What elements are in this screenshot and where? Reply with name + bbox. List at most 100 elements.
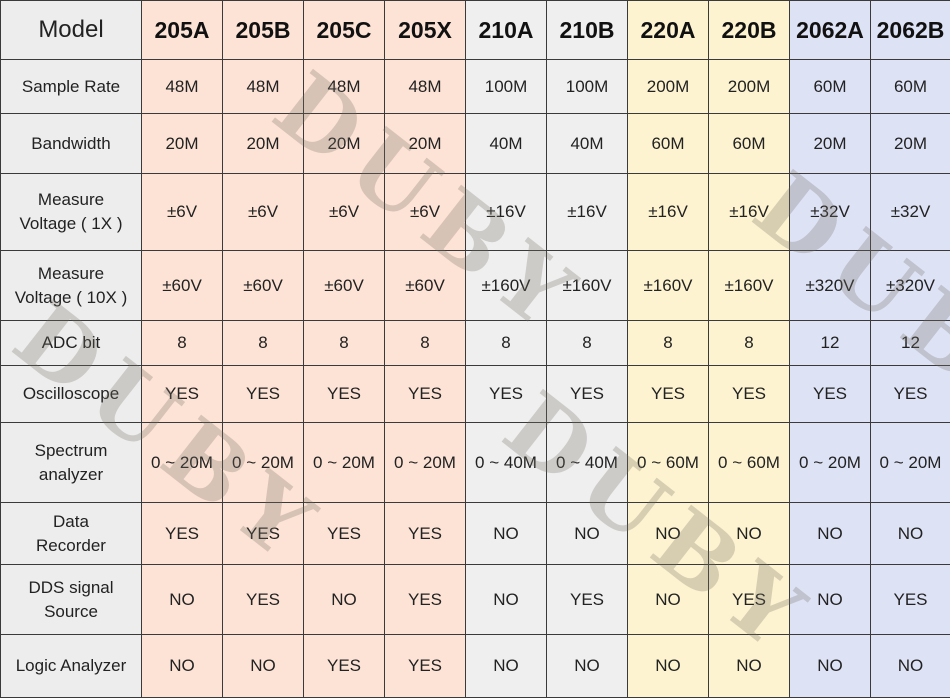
- table-cell: YES: [142, 503, 223, 565]
- table-cell: 48M: [142, 60, 223, 114]
- table-cell: YES: [628, 366, 709, 423]
- table-cell: 20M: [304, 114, 385, 174]
- row-label-line: Measure: [1, 188, 141, 212]
- table-cell: YES: [304, 635, 385, 698]
- table-cell: YES: [790, 366, 871, 423]
- row-label-line: DDS signal: [1, 576, 141, 600]
- table-cell: NO: [547, 635, 628, 698]
- table-cell: NO: [628, 635, 709, 698]
- row-label: Sample Rate: [1, 60, 142, 114]
- row-label-line: analyzer: [1, 463, 141, 487]
- table-cell: 48M: [385, 60, 466, 114]
- table-cell: 0 ~ 20M: [871, 423, 950, 503]
- row-label-line: Bandwidth: [1, 132, 141, 156]
- table-cell: ±32V: [871, 174, 950, 251]
- row-label: Oscilloscope: [1, 366, 142, 423]
- table-cell: ±6V: [304, 174, 385, 251]
- table-cell: YES: [385, 366, 466, 423]
- model-header: 210A: [466, 1, 547, 60]
- row-label: Bandwidth: [1, 114, 142, 174]
- table-cell: 12: [871, 321, 950, 366]
- table-cell: 8: [304, 321, 385, 366]
- table-cell: NO: [871, 635, 950, 698]
- table-cell: YES: [547, 565, 628, 635]
- table-cell: YES: [871, 565, 950, 635]
- table-cell: 100M: [466, 60, 547, 114]
- model-header: 210B: [547, 1, 628, 60]
- table-cell: YES: [547, 366, 628, 423]
- table-cell: ±320V: [871, 251, 950, 321]
- row-label-line: Spectrum: [1, 439, 141, 463]
- table-cell: NO: [628, 565, 709, 635]
- table-cell: NO: [223, 635, 304, 698]
- table-cell: 8: [466, 321, 547, 366]
- table-cell: YES: [142, 366, 223, 423]
- table-cell: YES: [223, 565, 304, 635]
- table-cell: YES: [385, 503, 466, 565]
- table-cell: 0 ~ 20M: [223, 423, 304, 503]
- row-label-line: Oscilloscope: [1, 382, 141, 406]
- table-cell: 20M: [790, 114, 871, 174]
- table-cell: ±160V: [547, 251, 628, 321]
- table-cell: 60M: [709, 114, 790, 174]
- table-cell: ±32V: [790, 174, 871, 251]
- table-cell: NO: [304, 565, 385, 635]
- table-cell: YES: [385, 565, 466, 635]
- row-label-line: Source: [1, 600, 141, 624]
- table-cell: 0 ~ 20M: [790, 423, 871, 503]
- table-cell: YES: [223, 366, 304, 423]
- row-label-line: Data: [1, 510, 141, 534]
- table-cell: ±160V: [628, 251, 709, 321]
- table-cell: NO: [466, 635, 547, 698]
- table-cell: ±16V: [628, 174, 709, 251]
- table-cell: 60M: [628, 114, 709, 174]
- model-header: 205C: [304, 1, 385, 60]
- table-cell: YES: [304, 366, 385, 423]
- row-label-line: ADC bit: [1, 331, 141, 355]
- table-cell: NO: [466, 565, 547, 635]
- table-cell: NO: [547, 503, 628, 565]
- table-cell: ±160V: [709, 251, 790, 321]
- row-label: ADC bit: [1, 321, 142, 366]
- model-header: 205X: [385, 1, 466, 60]
- table-cell: 0 ~ 20M: [304, 423, 385, 503]
- table-cell: 40M: [547, 114, 628, 174]
- table-cell: 40M: [466, 114, 547, 174]
- row-label-line: Voltage ( 1X ): [1, 212, 141, 236]
- row-label-line: Sample Rate: [1, 75, 141, 99]
- table-cell: YES: [466, 366, 547, 423]
- model-header: 205B: [223, 1, 304, 60]
- table-cell: ±6V: [142, 174, 223, 251]
- table-cell: NO: [790, 635, 871, 698]
- header-row: Model 205A 205B 205C 205X 210A 210B 220A…: [1, 1, 950, 60]
- table-cell: 48M: [304, 60, 385, 114]
- table-cell: 8: [547, 321, 628, 366]
- table-cell: 8: [223, 321, 304, 366]
- table-cell: 20M: [871, 114, 950, 174]
- table-cell: ±16V: [547, 174, 628, 251]
- model-header: 2062A: [790, 1, 871, 60]
- model-header: 2062B: [871, 1, 950, 60]
- table-cell: YES: [304, 503, 385, 565]
- table-cell: ±6V: [223, 174, 304, 251]
- table-cell: ±160V: [466, 251, 547, 321]
- table-cell: 8: [142, 321, 223, 366]
- row-label-line: Voltage ( 10X ): [1, 286, 141, 310]
- table-cell: 200M: [628, 60, 709, 114]
- table-cell: ±60V: [385, 251, 466, 321]
- row-label: Logic Analyzer: [1, 635, 142, 698]
- table-cell: NO: [142, 565, 223, 635]
- table-cell: 200M: [709, 60, 790, 114]
- table-cell: 0 ~ 60M: [709, 423, 790, 503]
